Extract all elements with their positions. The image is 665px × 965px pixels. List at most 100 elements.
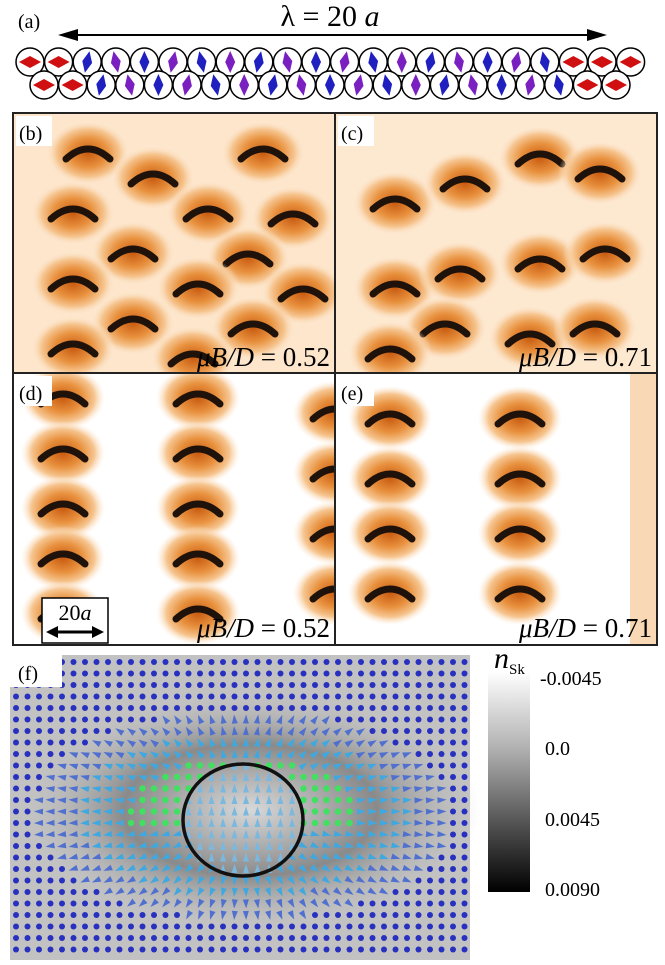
- spin: [59, 694, 65, 700]
- spin: [347, 947, 353, 953]
- spin: [13, 705, 19, 711]
- spin: [25, 740, 31, 746]
- spin: [151, 694, 157, 700]
- spin: [404, 935, 410, 941]
- spin: [94, 705, 100, 711]
- spin: [324, 912, 330, 918]
- spin: [381, 901, 387, 907]
- spin: [450, 866, 456, 872]
- spin: [82, 671, 88, 677]
- spin: [462, 717, 468, 723]
- spin: [13, 728, 19, 734]
- spin: [25, 809, 31, 815]
- spin: [370, 901, 376, 907]
- spin: [450, 832, 456, 838]
- field-value: = 0.71: [583, 342, 652, 372]
- lambda-unit: a: [364, 0, 379, 33]
- spin: [48, 924, 54, 930]
- spin: [439, 855, 445, 861]
- spin: [416, 901, 422, 907]
- spin: [370, 912, 376, 918]
- spin: [278, 935, 284, 941]
- scale-unit: a: [81, 600, 92, 625]
- spin: [381, 947, 387, 953]
- spin: [358, 682, 364, 688]
- spin: [105, 705, 111, 711]
- spin: [439, 682, 445, 688]
- spin: [36, 728, 42, 734]
- spin: [381, 659, 387, 665]
- spin: [439, 878, 445, 884]
- spin: [404, 694, 410, 700]
- spin: [48, 878, 54, 884]
- spin: [13, 912, 19, 918]
- spin: [450, 797, 456, 803]
- spin: [13, 763, 19, 769]
- spin: [335, 717, 341, 723]
- colorbar-tick: 0.0045: [545, 809, 600, 831]
- spin: [48, 728, 54, 734]
- spin: [358, 924, 364, 930]
- spin: [324, 924, 330, 930]
- spin: [151, 808, 157, 814]
- spin: [358, 659, 364, 665]
- spin: [439, 717, 445, 723]
- spin: [140, 924, 146, 930]
- spin: [404, 912, 410, 918]
- blob: [156, 366, 240, 430]
- spin: [347, 671, 353, 677]
- spin: [151, 682, 157, 688]
- spin: [197, 924, 203, 930]
- spin: [323, 820, 329, 826]
- spin: [36, 843, 42, 849]
- spin: [312, 705, 318, 711]
- spin: [358, 947, 364, 953]
- spin: [450, 671, 456, 677]
- spin: [381, 935, 387, 941]
- spin: [335, 705, 341, 711]
- spin: [289, 947, 295, 953]
- spin: [197, 705, 203, 711]
- spin: [381, 671, 387, 677]
- spin: [82, 728, 88, 734]
- spin: [36, 751, 42, 757]
- spin: [346, 808, 352, 814]
- spin: [59, 705, 65, 711]
- spin: [450, 889, 456, 895]
- spin: [105, 717, 111, 723]
- spin: [358, 901, 364, 907]
- spin: [82, 901, 88, 907]
- spin: [13, 832, 19, 838]
- spin: [128, 947, 134, 953]
- spin: [450, 659, 456, 665]
- spin: [450, 935, 456, 941]
- spin: [25, 924, 31, 930]
- spin: [220, 659, 226, 665]
- spin: [162, 785, 168, 791]
- spin: [393, 717, 399, 723]
- spin: [186, 694, 192, 700]
- spin: [59, 751, 65, 757]
- spin: [335, 785, 341, 791]
- spin: [36, 947, 42, 953]
- spin: [71, 659, 77, 665]
- spin: [370, 947, 376, 953]
- spin: [427, 889, 433, 895]
- panel-label: (c): [341, 123, 363, 145]
- spin: [94, 682, 100, 688]
- field-label: μB/D = 0.71: [518, 342, 652, 372]
- spin: [25, 947, 31, 953]
- spin: [450, 843, 456, 849]
- spin: [404, 671, 410, 677]
- spin: [82, 924, 88, 930]
- spin: [117, 901, 123, 907]
- spin: [209, 682, 215, 688]
- spin: [450, 774, 456, 780]
- spin: [278, 947, 284, 953]
- blob: [21, 526, 105, 590]
- spin: [255, 659, 261, 665]
- spin: [13, 797, 19, 803]
- spin: [36, 774, 42, 780]
- field-value: = 0.52: [261, 613, 330, 643]
- spin: [393, 659, 399, 665]
